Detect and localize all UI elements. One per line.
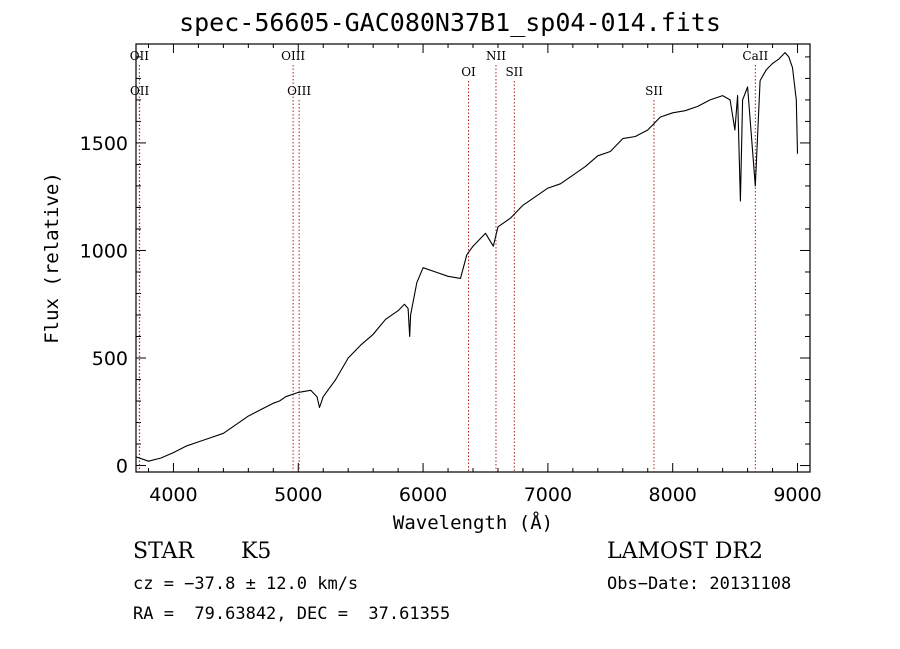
spectral-line-label: OIII [287,84,311,98]
x-tick-label: 5000 [274,484,322,506]
chart-title: spec-56605-GAC080N37B1_sp04-014.fits [179,8,721,37]
x-axis: 4000 5000 6000 7000 8000 9000 [147,44,822,506]
y-tick-label: 0 [116,456,128,478]
y-tick-label: 1000 [80,240,128,262]
observation-date: Obs−Date: 20131108 [607,574,792,594]
survey-name: LAMOST DR2 [607,539,763,564]
object-subclass: K5 [241,539,272,564]
spectral-line-label: OI [461,65,476,79]
spectral-line-label: OII [130,49,150,63]
y-tick-label: 1500 [80,133,128,155]
spectral-line-label: OII [130,84,150,98]
coordinates-text: RA = 79.63842, DEC = 37.61355 [133,604,451,624]
spectral-line-label: OIII [281,49,305,63]
y-axis-label: Flux (relative) [41,172,63,344]
spectral-line-label: NII [486,49,506,63]
spectrum-line [135,52,799,462]
plot-frame [135,43,811,473]
spectral-line-label: SII [505,65,523,79]
x-tick-label: 4000 [149,484,197,506]
y-axis: 0 500 1000 1500 [80,56,810,478]
y-tick-label: 500 [92,348,128,370]
x-tick-label: 9000 [773,484,821,506]
x-axis-label: Wavelength (Å) [393,511,553,534]
x-tick-label: 8000 [649,484,697,506]
x-tick-label: 6000 [399,484,447,506]
emission-line-markers: OII OII OIII OIII OI NII SII SII CaII [130,49,768,472]
object-class: STAR [133,539,194,564]
spectral-line-label: CaII [742,49,768,63]
redshift-text: cz = −37.8 ± 12.0 km/s [133,574,359,594]
spectral-line-label: SII [645,84,663,98]
x-tick-label: 7000 [524,484,572,506]
series-layer [135,52,799,462]
